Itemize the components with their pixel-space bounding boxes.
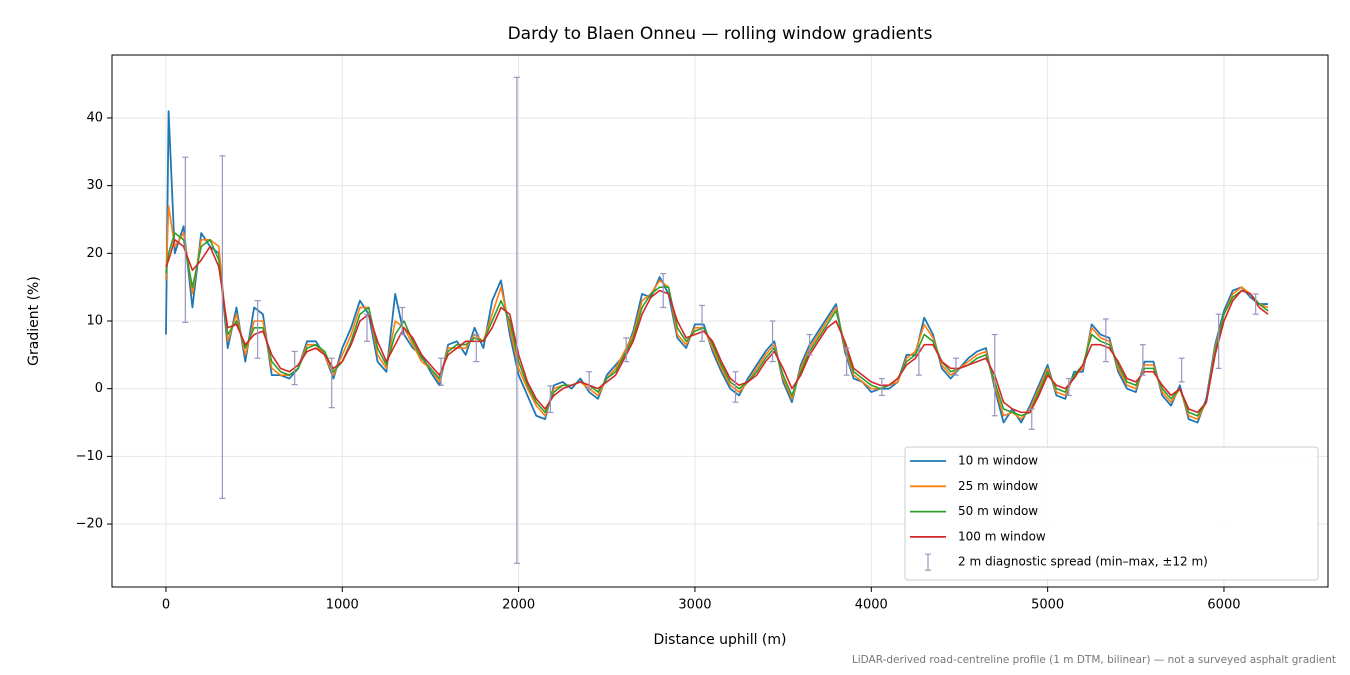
series-line [165,110,1269,424]
legend-label: 50 m window [958,504,1038,518]
x-tick-label: 1000 [326,598,359,613]
series-line [165,238,1269,414]
x-axis-label: Distance uphill (m) [654,632,787,648]
legend-label: 25 m window [958,479,1038,493]
y-tick-label: 10 [86,314,103,329]
x-tick-label: 0 [162,598,170,613]
y-tick-label: 30 [86,178,103,193]
x-tick-label: 4000 [855,598,888,613]
legend-label: 100 m window [958,529,1046,543]
x-tick-label: 3000 [678,598,711,613]
y-tick-label: 40 [86,110,103,125]
x-tick-label: 5000 [1031,598,1064,613]
series-line [165,205,1269,420]
legend-label: 2 m diagnostic spread (min–max, ±12 m) [958,555,1208,569]
legend-label: 10 m window [958,454,1038,468]
plot-frame [111,54,1329,588]
y-tick-label: 20 [86,246,103,261]
chart-title: Dardy to Blaen Onneu — rolling window gr… [508,24,933,44]
y-tick-label: −10 [76,449,103,464]
x-tick-label: 6000 [1207,598,1240,613]
footnote: LiDAR-derived road-centreline profile (1… [852,654,1336,666]
legend-box [904,446,1319,581]
x-tick-label: 2000 [502,598,535,613]
y-tick-label: 0 [95,381,103,396]
y-axis-label: Gradient (%) [26,276,42,366]
y-tick-label: −20 [76,517,103,532]
